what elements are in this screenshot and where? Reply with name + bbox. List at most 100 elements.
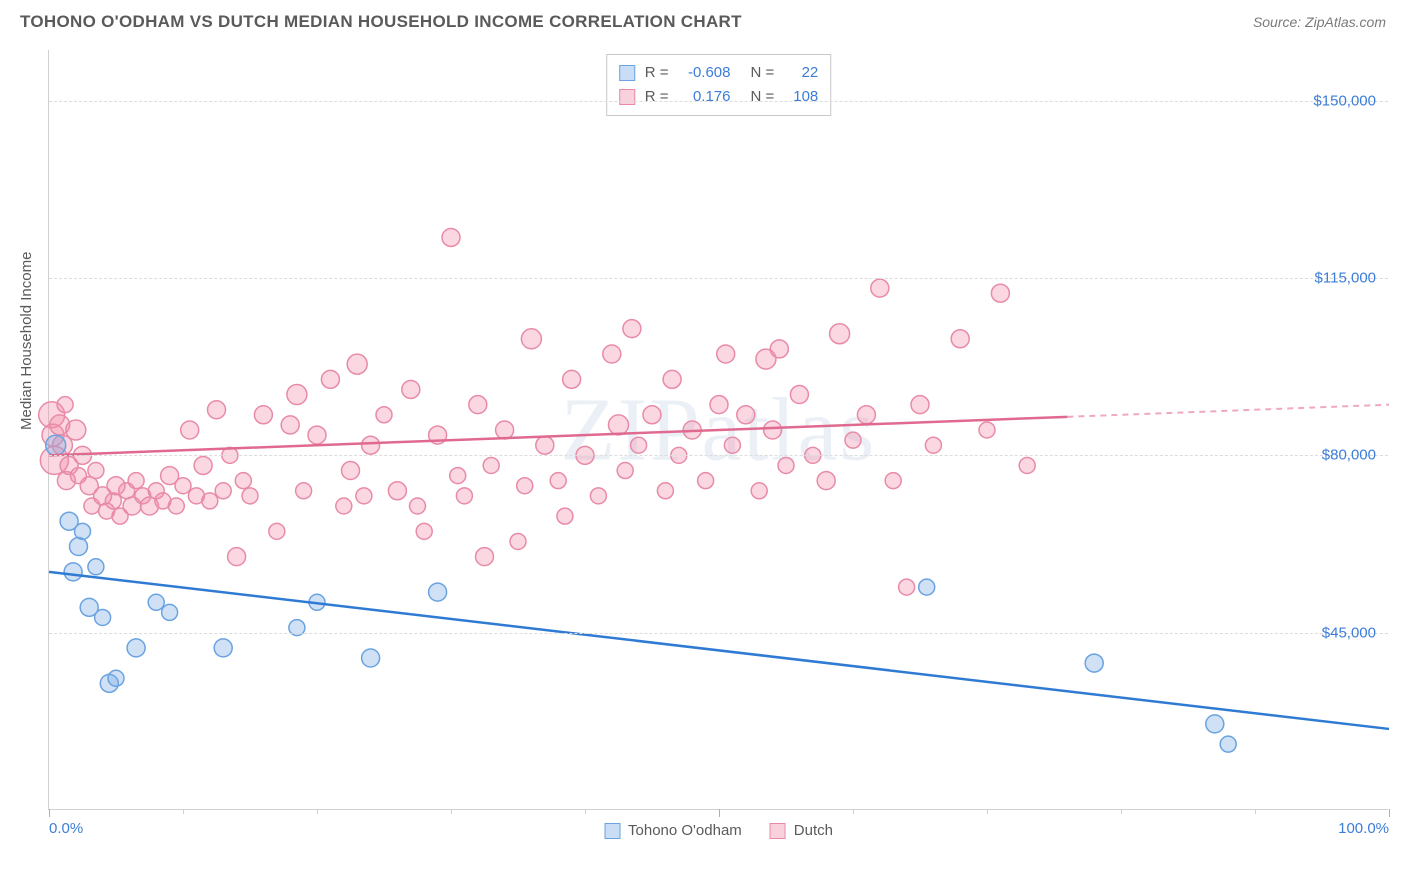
data-point [127, 639, 145, 657]
data-point [168, 498, 184, 514]
data-point [1085, 654, 1103, 672]
gridline [49, 278, 1388, 279]
y-tick-label: $80,000 [1322, 447, 1376, 464]
data-point [590, 488, 606, 504]
data-point [362, 649, 380, 667]
data-point [181, 421, 199, 439]
data-point [857, 406, 875, 424]
data-point [764, 421, 782, 439]
data-point [951, 330, 969, 348]
data-point [410, 498, 426, 514]
data-point [899, 579, 915, 595]
data-point [871, 279, 889, 297]
trendline [1067, 405, 1389, 417]
data-point [456, 488, 472, 504]
data-point [770, 340, 788, 358]
data-point [717, 345, 735, 363]
y-tick-label: $150,000 [1313, 92, 1376, 109]
data-point [64, 563, 82, 581]
trendline [49, 417, 1067, 456]
data-point [202, 493, 218, 509]
x-tick-major [49, 809, 50, 817]
data-point [356, 488, 372, 504]
legend-item: Dutch [770, 822, 833, 839]
data-point [817, 472, 835, 490]
x-tick-minor [183, 809, 184, 814]
x-tick-minor [317, 809, 318, 814]
data-point [75, 523, 91, 539]
legend-item: Tohono O'odham [604, 822, 742, 839]
data-point [347, 354, 367, 374]
data-point [710, 396, 728, 414]
data-point [483, 457, 499, 473]
data-point [450, 468, 466, 484]
data-point [46, 435, 66, 455]
data-point [623, 320, 641, 338]
data-point [1220, 736, 1236, 752]
legend-swatch [619, 65, 635, 81]
data-point [442, 228, 460, 246]
n-label: N = [751, 61, 775, 85]
data-point [751, 483, 767, 499]
data-point [215, 483, 231, 499]
data-point [657, 483, 673, 499]
data-point [603, 345, 621, 363]
data-point [617, 463, 633, 479]
data-point [269, 523, 285, 539]
stats-row: R =-0.608N =22 [619, 61, 819, 85]
data-point [476, 548, 494, 566]
data-point [162, 604, 178, 620]
data-point [925, 437, 941, 453]
x-tick-major [1389, 809, 1390, 817]
stats-row: R =0.176N =108 [619, 85, 819, 109]
data-point [557, 508, 573, 524]
data-point [296, 483, 312, 499]
y-axis-label: Median Household Income [18, 252, 35, 430]
data-point [69, 538, 87, 556]
data-point [376, 407, 392, 423]
data-point [66, 420, 86, 440]
data-point [342, 462, 360, 480]
scatter-plot-svg [49, 50, 1388, 809]
data-point [235, 473, 251, 489]
data-point [911, 396, 929, 414]
r-value: -0.608 [679, 61, 731, 85]
data-point [242, 488, 258, 504]
data-point [737, 406, 755, 424]
x-tick-minor [1255, 809, 1256, 814]
x-tick-minor [451, 809, 452, 814]
data-point [510, 533, 526, 549]
legend-swatch [604, 823, 620, 839]
data-point [308, 426, 326, 444]
data-point [128, 473, 144, 489]
data-point [194, 456, 212, 474]
data-point [321, 370, 339, 388]
data-point [979, 422, 995, 438]
y-tick-label: $45,000 [1322, 624, 1376, 641]
data-point [228, 548, 246, 566]
data-point [724, 437, 740, 453]
data-point [95, 609, 111, 625]
n-value: 22 [784, 61, 818, 85]
n-value: 108 [784, 85, 818, 109]
data-point [402, 380, 420, 398]
data-point [845, 432, 861, 448]
data-point [148, 594, 164, 610]
data-point [609, 415, 629, 435]
x-tick-minor [853, 809, 854, 814]
x-tick-minor [987, 809, 988, 814]
r-value: 0.176 [679, 85, 731, 109]
legend-label: Dutch [794, 822, 833, 839]
chart-plot-area: ZIPatlas R =-0.608N =22R =0.176N =108 To… [48, 50, 1388, 810]
data-point [536, 436, 554, 454]
chart-title: TOHONO O'ODHAM VS DUTCH MEDIAN HOUSEHOLD… [20, 12, 742, 32]
data-point [517, 478, 533, 494]
data-point [991, 284, 1009, 302]
y-tick-label: $115,000 [1315, 270, 1376, 287]
data-point [521, 329, 541, 349]
legend-swatch [770, 823, 786, 839]
legend-label: Tohono O'odham [628, 822, 742, 839]
data-point [57, 397, 73, 413]
data-point [429, 583, 447, 601]
data-point [287, 385, 307, 405]
